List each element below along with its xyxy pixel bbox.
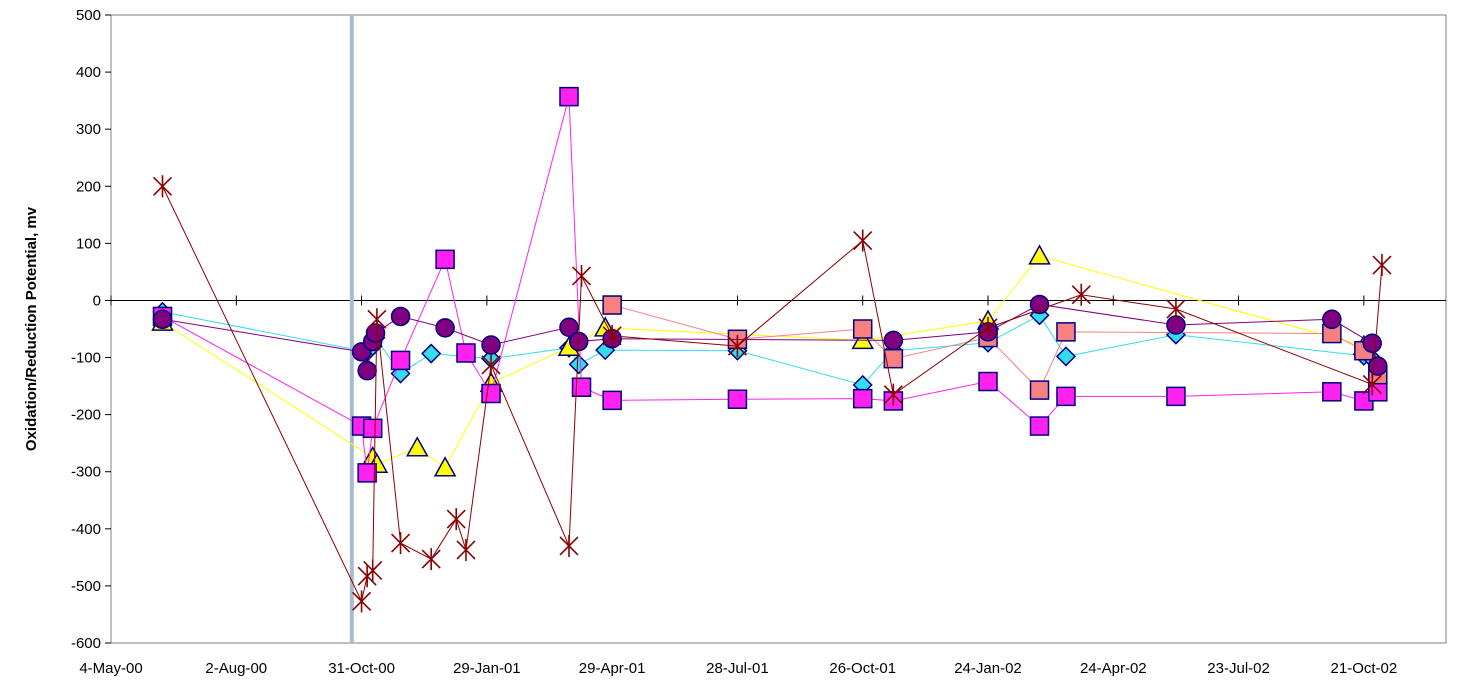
data-point <box>602 295 622 315</box>
data-point <box>727 389 748 409</box>
data-point <box>727 335 747 358</box>
series-6 <box>152 175 1392 613</box>
data-point <box>1071 283 1091 306</box>
y-tick-label: 500 <box>76 7 101 24</box>
data-point <box>1029 416 1050 436</box>
data-point <box>1372 254 1392 277</box>
data-point <box>481 335 501 355</box>
y-tick-label: 200 <box>76 178 101 195</box>
data-point <box>1056 322 1076 342</box>
data-point <box>1322 382 1342 402</box>
x-tick-label: 24-Apr-02 <box>1080 660 1147 677</box>
data-point <box>435 249 455 270</box>
data-point <box>481 353 501 376</box>
y-tick-label: -400 <box>71 521 101 538</box>
data-point <box>1028 244 1051 265</box>
data-point <box>357 463 377 483</box>
series-line <box>612 304 1379 391</box>
y-tick-label: -200 <box>71 407 101 424</box>
data-point <box>390 532 411 555</box>
data-point <box>571 264 592 287</box>
data-point <box>446 508 466 531</box>
y-tick-label: 400 <box>76 64 101 81</box>
data-point <box>978 371 998 392</box>
data-point <box>1368 356 1388 376</box>
axes: 500 400 300 200 100 0 -100 -200 -300 -400 -500 -600… <box>71 7 1446 677</box>
data-point <box>1166 298 1186 321</box>
data-point <box>390 350 411 371</box>
data-point <box>559 534 579 557</box>
data-point <box>602 390 622 411</box>
data-point <box>1029 380 1050 400</box>
data-point <box>602 324 622 347</box>
data-point <box>851 328 874 350</box>
data-point <box>1166 386 1186 407</box>
data-point <box>853 229 873 252</box>
x-tick-label: 29-Jan-01 <box>453 660 521 677</box>
y-tick-label: 0 <box>93 292 101 309</box>
data-point <box>1362 373 1382 396</box>
x-tick-label: 21-Oct-02 <box>1331 660 1398 677</box>
data-point <box>1322 309 1342 330</box>
y-tick-label: -100 <box>71 350 101 367</box>
data-point <box>481 383 501 404</box>
data-point <box>421 343 442 364</box>
data-point <box>421 548 441 571</box>
x-tick-label: 23-Jul-02 <box>1207 660 1270 677</box>
y-tick-label: -300 <box>71 464 101 481</box>
series-layer <box>151 86 1392 613</box>
x-tick-label: 28-Jul-01 <box>706 660 769 677</box>
data-point <box>365 323 386 343</box>
data-point <box>559 317 579 338</box>
data-point <box>363 559 383 582</box>
x-tick-label: 26-Oct-01 <box>829 660 896 677</box>
data-point <box>1029 294 1050 315</box>
series-4 <box>602 295 1388 400</box>
data-point <box>435 318 455 338</box>
data-point <box>1362 333 1382 354</box>
y-tick-label: 300 <box>76 121 101 138</box>
data-point <box>852 388 873 409</box>
data-point <box>568 354 589 375</box>
x-tick-label: 31-Oct-00 <box>328 660 395 677</box>
data-point <box>405 436 429 457</box>
data-point <box>390 306 411 327</box>
y-tick-label: -500 <box>71 578 101 595</box>
data-point <box>152 309 173 330</box>
x-tick-label: 4-May-00 <box>79 660 142 677</box>
data-point <box>883 383 903 406</box>
data-point <box>362 418 383 439</box>
data-point <box>456 343 476 363</box>
y-tick-label: 100 <box>76 235 101 252</box>
series-5 <box>152 294 1388 381</box>
data-point <box>559 86 579 107</box>
data-point <box>456 538 476 561</box>
data-point <box>883 330 904 351</box>
data-point <box>1056 386 1076 407</box>
x-tick-label: 29-Apr-01 <box>579 660 646 677</box>
data-point <box>571 377 592 397</box>
data-point <box>352 590 372 613</box>
data-point <box>357 360 377 381</box>
data-point <box>152 175 173 198</box>
data-point <box>978 316 998 339</box>
data-point <box>852 319 873 339</box>
y-tick-label: -600 <box>71 635 101 652</box>
x-tick-label: 2-Aug-00 <box>205 660 267 677</box>
data-point <box>367 308 387 331</box>
y-axis-title: Oxidation/Reduction Potential, mv <box>23 206 40 451</box>
x-tick-label: 24-Jan-02 <box>954 660 1022 677</box>
plot-area <box>110 14 1447 644</box>
data-point <box>1055 346 1077 367</box>
data-point <box>433 456 457 477</box>
